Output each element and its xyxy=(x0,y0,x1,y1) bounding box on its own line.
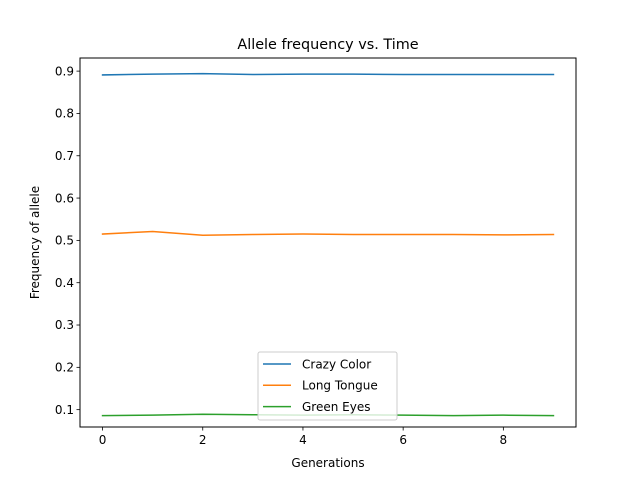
y-tick-label: 0.6 xyxy=(55,191,74,205)
legend-label: Long Tongue xyxy=(302,379,378,393)
chart-title: Allele frequency vs. Time xyxy=(237,37,418,53)
y-tick-label: 0.8 xyxy=(55,107,74,121)
x-tick-label: 2 xyxy=(199,433,207,447)
x-tick-label: 8 xyxy=(500,433,508,447)
x-tick-label: 4 xyxy=(299,433,307,447)
y-tick-label: 0.1 xyxy=(55,403,74,417)
x-axis-ticks: 0 2 4 6 8 xyxy=(99,427,507,447)
y-tick-label: 0.2 xyxy=(55,361,74,375)
y-tick-label: 0.3 xyxy=(55,318,74,332)
y-tick-label: 0.4 xyxy=(55,276,74,290)
y-axis-label: Frequency of allele xyxy=(28,186,42,299)
series-line-long-tongue xyxy=(101,230,555,237)
legend-label: Green Eyes xyxy=(302,400,370,414)
x-tick-label: 6 xyxy=(399,433,407,447)
plot-area-frame xyxy=(79,57,577,428)
y-tick-label: 0.7 xyxy=(55,149,74,163)
y-tick-label: 0.5 xyxy=(55,234,74,248)
legend: Crazy Color Long Tongue Green Eyes xyxy=(257,351,398,421)
series-line-crazy-color xyxy=(101,72,555,76)
y-axis-ticks: 0.1 0.2 0.3 0.4 0.5 0.6 0.7 0.8 0.9 xyxy=(55,64,80,417)
x-axis-label: Generations xyxy=(291,456,364,470)
y-tick-label: 0.9 xyxy=(55,64,74,78)
legend-box xyxy=(257,351,398,421)
legend-label: Crazy Color xyxy=(302,357,371,371)
x-tick-label: 0 xyxy=(99,433,107,447)
